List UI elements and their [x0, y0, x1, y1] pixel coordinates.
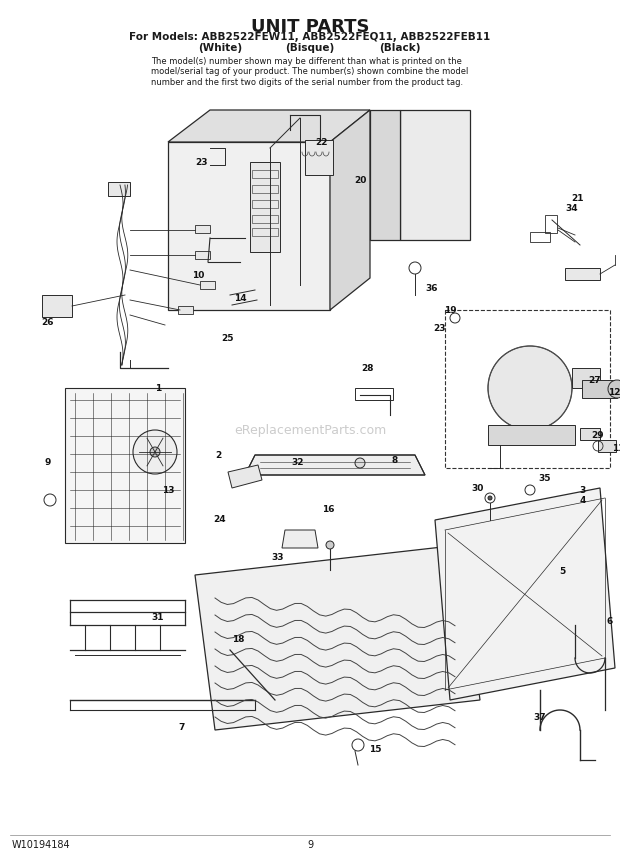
Text: 15: 15 — [369, 746, 381, 754]
Text: 3: 3 — [580, 485, 586, 495]
Bar — [580, 428, 600, 440]
Text: (Black): (Black) — [379, 43, 421, 53]
Bar — [252, 200, 278, 208]
Polygon shape — [488, 425, 575, 445]
Text: 23: 23 — [434, 324, 446, 332]
Text: 30: 30 — [472, 484, 484, 492]
Text: 36: 36 — [426, 283, 438, 293]
Text: 27: 27 — [588, 376, 601, 384]
Text: UNIT PARTS: UNIT PARTS — [250, 18, 370, 36]
Text: 13: 13 — [162, 485, 174, 495]
Circle shape — [133, 430, 177, 474]
Text: 20: 20 — [354, 175, 366, 185]
Bar — [355, 388, 393, 400]
Text: (Bisque): (Bisque) — [285, 43, 335, 53]
Text: W10194184: W10194184 — [12, 840, 71, 850]
Bar — [530, 232, 550, 242]
Text: 26: 26 — [42, 318, 55, 326]
Bar — [65, 388, 185, 543]
Text: 32: 32 — [292, 457, 304, 467]
Polygon shape — [228, 465, 262, 488]
Text: 34: 34 — [565, 204, 578, 212]
Text: 9: 9 — [45, 457, 51, 467]
Text: 12: 12 — [608, 388, 620, 396]
Bar — [252, 228, 278, 236]
Bar — [250, 162, 280, 252]
Text: 33: 33 — [272, 554, 284, 562]
Text: 21: 21 — [572, 193, 584, 203]
Text: 4: 4 — [580, 496, 586, 504]
Text: 29: 29 — [591, 431, 604, 439]
Text: The model(s) number shown may be different than what is printed on the
model/ser: The model(s) number shown may be differe… — [151, 57, 469, 86]
Text: 8: 8 — [392, 455, 398, 465]
Polygon shape — [168, 110, 370, 142]
Bar — [252, 185, 278, 193]
Bar — [42, 295, 72, 317]
Text: 31: 31 — [152, 614, 164, 622]
Text: 22: 22 — [316, 138, 328, 146]
Text: 23: 23 — [196, 158, 208, 167]
Text: 2: 2 — [215, 450, 221, 460]
Bar — [565, 268, 600, 280]
Bar — [195, 225, 210, 233]
Bar — [195, 251, 210, 259]
Circle shape — [488, 496, 492, 500]
Bar — [598, 440, 616, 452]
Text: 16: 16 — [322, 506, 334, 514]
Text: 5: 5 — [559, 568, 565, 576]
Text: 11: 11 — [612, 443, 620, 453]
Text: 19: 19 — [444, 306, 456, 314]
Text: 9: 9 — [307, 840, 313, 850]
Text: 28: 28 — [361, 364, 374, 372]
Text: 7: 7 — [179, 723, 185, 733]
Text: 6: 6 — [607, 617, 613, 627]
Bar — [582, 380, 617, 398]
Text: 1: 1 — [155, 383, 161, 393]
Circle shape — [608, 380, 620, 398]
Circle shape — [355, 458, 365, 468]
Text: eReplacementParts.com: eReplacementParts.com — [234, 424, 386, 437]
Polygon shape — [330, 110, 370, 310]
Text: For Models: ABB2522FEW11, ABB2522FEQ11, ABB2522FEB11: For Models: ABB2522FEW11, ABB2522FEQ11, … — [130, 32, 490, 42]
Bar — [305, 140, 333, 175]
Bar — [572, 368, 600, 388]
Polygon shape — [168, 142, 330, 310]
Text: 37: 37 — [534, 714, 546, 722]
Text: 24: 24 — [214, 515, 226, 525]
Circle shape — [150, 447, 160, 457]
Text: 14: 14 — [234, 294, 246, 302]
Bar — [108, 182, 130, 196]
Text: 10: 10 — [192, 270, 204, 280]
Bar — [252, 215, 278, 223]
Bar — [200, 281, 215, 289]
Text: (White): (White) — [198, 43, 242, 53]
Circle shape — [488, 346, 572, 430]
Circle shape — [326, 541, 334, 549]
Polygon shape — [435, 488, 615, 700]
Text: 35: 35 — [539, 473, 551, 483]
Polygon shape — [282, 530, 318, 548]
Bar — [178, 306, 193, 314]
Polygon shape — [370, 110, 400, 240]
Text: 18: 18 — [232, 635, 244, 645]
Polygon shape — [195, 545, 480, 730]
Bar — [545, 215, 557, 233]
Bar — [252, 170, 278, 178]
Polygon shape — [245, 455, 425, 475]
Text: 25: 25 — [222, 334, 234, 342]
Polygon shape — [400, 110, 470, 240]
